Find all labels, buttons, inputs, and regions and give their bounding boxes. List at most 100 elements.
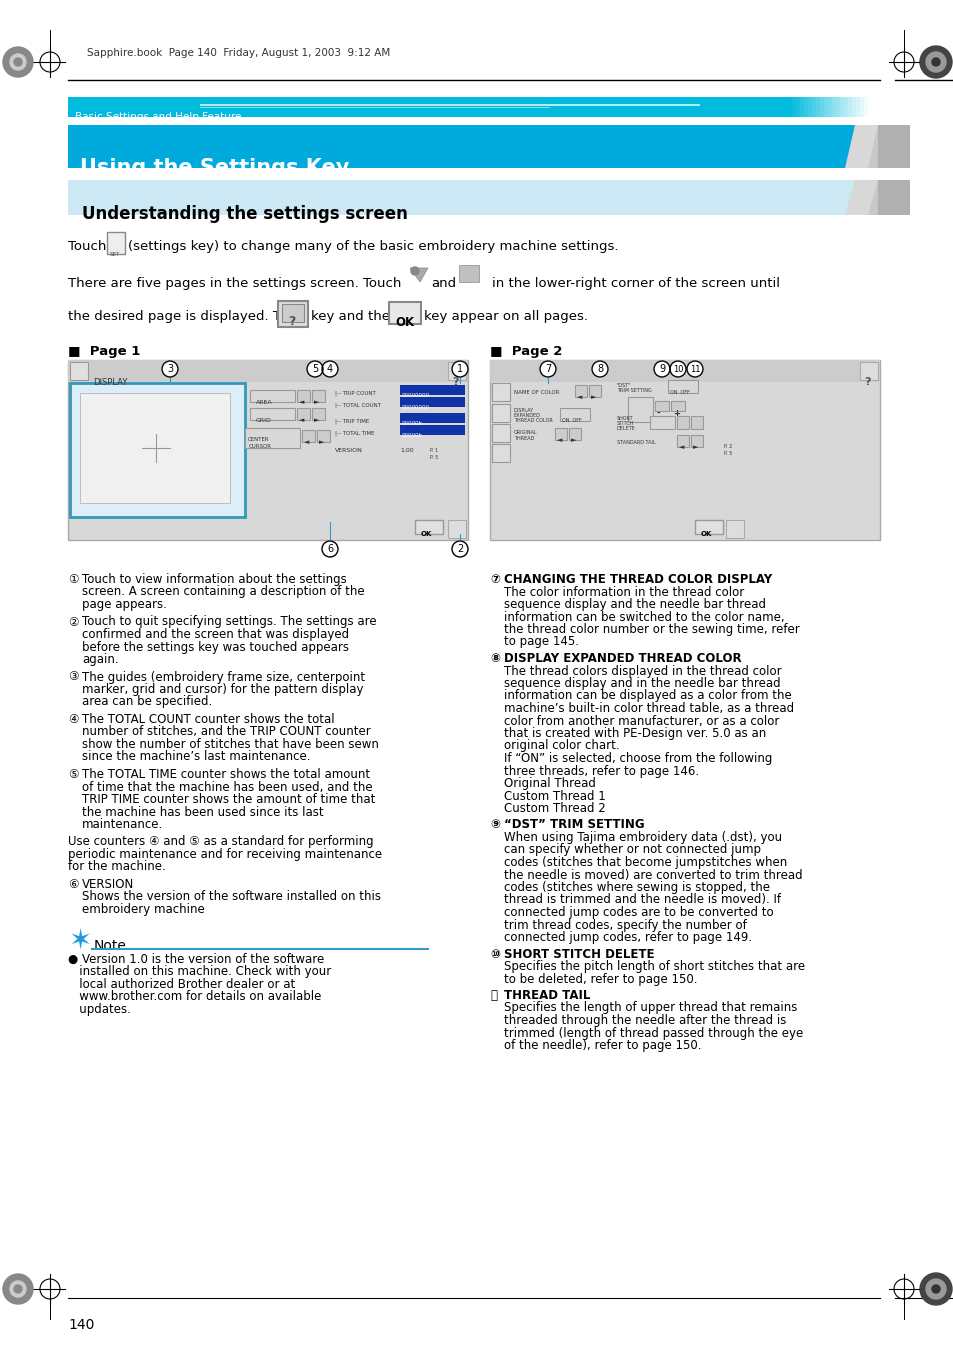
Text: The TOTAL COUNT counter shows the total: The TOTAL COUNT counter shows the total — [82, 713, 335, 725]
Text: Basic Settings and Help Feature: Basic Settings and Help Feature — [75, 112, 241, 122]
Text: 00000000: 00000000 — [401, 393, 430, 399]
Text: information can be displayed as a color from the: information can be displayed as a color … — [503, 689, 791, 703]
Polygon shape — [877, 126, 909, 168]
Text: threaded through the needle after the thread is: threaded through the needle after the th… — [503, 1015, 785, 1027]
Text: ►: ► — [571, 436, 576, 443]
Text: ⑪: ⑪ — [490, 989, 497, 1002]
Text: www.brother.com for details on available: www.brother.com for details on available — [68, 990, 321, 1002]
Bar — [490, 359, 879, 540]
Text: CURSOR: CURSOR — [249, 444, 272, 449]
Text: The TOTAL TIME counter shows the total amount: The TOTAL TIME counter shows the total a… — [82, 767, 370, 781]
Text: ⑤: ⑤ — [68, 767, 78, 781]
Text: the needle is moved) are converted to trim thread: the needle is moved) are converted to tr… — [503, 869, 801, 881]
Circle shape — [10, 54, 26, 70]
Bar — [835, 97, 840, 118]
Text: 11: 11 — [689, 365, 700, 373]
Text: number of stitches, and the TRIP COUNT counter: number of stitches, and the TRIP COUNT c… — [82, 725, 371, 739]
Text: 140: 140 — [68, 1319, 94, 1332]
Circle shape — [592, 361, 607, 377]
Text: DISPLAY: DISPLAY — [92, 378, 128, 386]
Text: Specifies the pitch length of short stitches that are: Specifies the pitch length of short stit… — [503, 961, 804, 973]
Bar — [282, 304, 304, 322]
Bar — [815, 97, 820, 118]
Bar — [827, 97, 831, 118]
Bar — [399, 426, 464, 435]
Text: ◄: ◄ — [298, 417, 304, 423]
Bar — [843, 97, 847, 118]
Text: VERSION: VERSION — [335, 449, 362, 453]
Text: color from another manufacturer, or as a color: color from another manufacturer, or as a… — [503, 715, 779, 727]
Text: AREA: AREA — [255, 400, 273, 405]
Text: The guides (embroidery frame size, centerpoint: The guides (embroidery frame size, cente… — [82, 670, 365, 684]
Text: ►: ► — [314, 399, 319, 405]
Polygon shape — [410, 267, 428, 282]
Bar — [68, 97, 787, 118]
Bar — [859, 362, 877, 380]
Bar — [399, 385, 464, 394]
Text: 00000h: 00000h — [401, 422, 422, 426]
Text: ■  Page 1: ■ Page 1 — [68, 345, 140, 358]
Bar — [803, 97, 807, 118]
Bar — [559, 408, 589, 422]
Circle shape — [931, 1285, 939, 1293]
Text: ⑦: ⑦ — [490, 573, 499, 586]
Text: the machine has been used since its last: the machine has been used since its last — [82, 805, 323, 819]
Text: STITCH: STITCH — [617, 422, 634, 426]
Bar — [823, 97, 827, 118]
Text: ?: ? — [288, 315, 295, 328]
Text: information can be switched to the color name,: information can be switched to the color… — [503, 611, 783, 624]
Text: and: and — [431, 277, 456, 290]
Text: 8: 8 — [597, 363, 602, 374]
Text: (settings key) to change many of the basic embroidery machine settings.: (settings key) to change many of the bas… — [128, 240, 618, 253]
Text: SHORT: SHORT — [617, 416, 633, 422]
Text: OK: OK — [395, 316, 414, 330]
Text: three threads, refer to page 146.: three threads, refer to page 146. — [503, 765, 699, 777]
Polygon shape — [844, 180, 877, 215]
Bar — [316, 430, 330, 442]
Bar — [807, 97, 811, 118]
Text: EXPANDED: EXPANDED — [514, 413, 540, 417]
Text: connected jump codes are to be converted to: connected jump codes are to be converted… — [503, 907, 773, 919]
Polygon shape — [877, 180, 909, 215]
Bar — [655, 401, 668, 411]
Text: 10: 10 — [672, 365, 682, 373]
Text: Original Thread: Original Thread — [503, 777, 596, 790]
Bar — [200, 104, 700, 105]
Text: 1.00: 1.00 — [399, 449, 414, 453]
Text: ⑩: ⑩ — [490, 947, 499, 961]
Text: 6: 6 — [327, 544, 333, 554]
Bar — [555, 428, 566, 440]
Text: since the machine’s last maintenance.: since the machine’s last maintenance. — [82, 751, 310, 763]
Circle shape — [322, 540, 337, 557]
Text: ON  OFF: ON OFF — [669, 390, 689, 394]
Bar — [568, 428, 580, 440]
Text: ORIGINAL: ORIGINAL — [514, 430, 537, 435]
Polygon shape — [854, 180, 877, 215]
Bar — [107, 232, 125, 254]
Bar — [250, 408, 294, 420]
Bar — [800, 97, 803, 118]
Bar — [667, 380, 698, 393]
Text: Understanding the settings screen: Understanding the settings screen — [82, 205, 408, 223]
Text: ON  OFF: ON OFF — [561, 417, 581, 423]
Text: THREAD TAIL: THREAD TAIL — [503, 989, 590, 1002]
Text: |-- TOTAL TIME: |-- TOTAL TIME — [335, 430, 375, 435]
Circle shape — [669, 361, 685, 377]
Bar — [312, 408, 325, 420]
Text: THREAD: THREAD — [514, 436, 534, 440]
Text: 00000000: 00000000 — [401, 405, 430, 409]
Text: P. 5: P. 5 — [723, 451, 732, 457]
Bar — [490, 359, 879, 382]
Text: original color chart.: original color chart. — [503, 739, 619, 753]
Bar — [795, 97, 800, 118]
Text: updates.: updates. — [68, 1002, 131, 1016]
Text: Sapphire.book  Page 140  Friday, August 1, 2003  9:12 AM: Sapphire.book Page 140 Friday, August 1,… — [87, 49, 390, 58]
Text: 5: 5 — [312, 363, 317, 374]
Text: CENTER: CENTER — [248, 436, 270, 442]
Text: |-- TRIP COUNT: |-- TRIP COUNT — [335, 390, 375, 396]
Text: for the machine.: for the machine. — [68, 861, 166, 874]
Circle shape — [14, 1285, 22, 1293]
Text: 3: 3 — [167, 363, 172, 374]
Bar — [302, 430, 314, 442]
Text: trimmed (length of thread passed through the eye: trimmed (length of thread passed through… — [503, 1027, 802, 1039]
